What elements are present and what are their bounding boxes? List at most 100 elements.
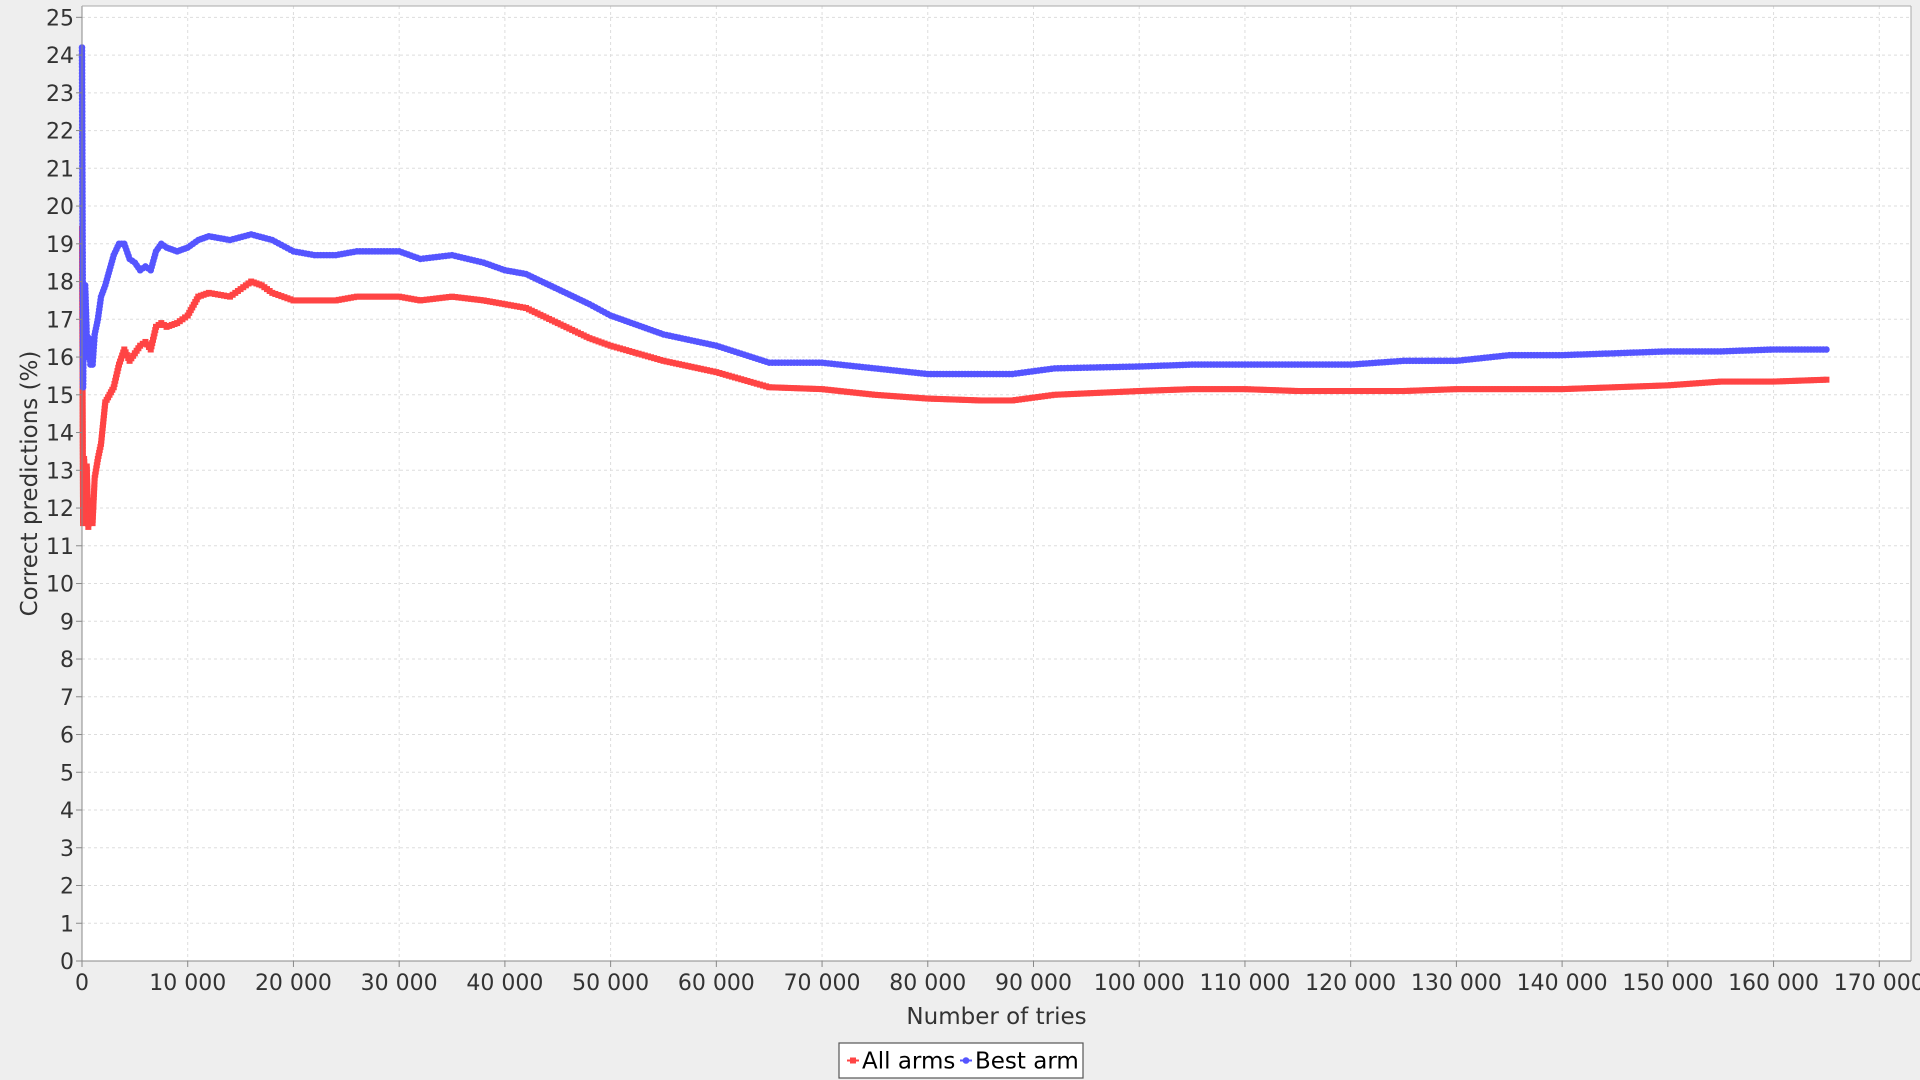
data-point bbox=[101, 405, 108, 412]
data-point bbox=[275, 292, 282, 299]
data-point bbox=[1307, 388, 1314, 395]
data-point bbox=[921, 395, 928, 402]
data-point bbox=[516, 303, 523, 310]
data-point bbox=[90, 503, 97, 510]
data-point bbox=[1602, 384, 1609, 391]
data-point bbox=[1627, 383, 1634, 390]
data-point bbox=[682, 362, 689, 369]
y-tick-label: 11 bbox=[46, 535, 74, 560]
data-point bbox=[1590, 385, 1597, 392]
data-point bbox=[1304, 388, 1311, 395]
data-point bbox=[338, 296, 345, 303]
data-point bbox=[759, 382, 766, 389]
data-point bbox=[1540, 386, 1547, 393]
data-point bbox=[663, 358, 670, 365]
data-point bbox=[94, 459, 101, 466]
data-point bbox=[1823, 376, 1830, 383]
data-point bbox=[1599, 384, 1606, 391]
x-tick-label: 50 000 bbox=[572, 971, 649, 996]
data-point bbox=[1565, 385, 1572, 392]
data-point bbox=[91, 487, 98, 494]
data-point bbox=[452, 294, 459, 301]
data-point bbox=[769, 384, 776, 391]
data-point bbox=[83, 466, 90, 473]
data-point bbox=[1201, 386, 1208, 393]
data-point bbox=[208, 290, 215, 297]
y-axis-title: Correct predictions (%) bbox=[17, 351, 43, 617]
data-point bbox=[853, 389, 860, 396]
data-point bbox=[79, 420, 86, 427]
data-point bbox=[1506, 386, 1513, 393]
data-point bbox=[341, 295, 348, 302]
data-point bbox=[843, 388, 850, 395]
data-point bbox=[84, 482, 91, 489]
data-point bbox=[323, 297, 330, 304]
data-point bbox=[84, 485, 91, 492]
data-point bbox=[149, 340, 156, 347]
data-point bbox=[344, 295, 351, 302]
data-point bbox=[1465, 386, 1472, 393]
data-point bbox=[439, 294, 446, 301]
data-point bbox=[1450, 386, 1457, 393]
data-point bbox=[1770, 378, 1777, 385]
data-point bbox=[112, 377, 119, 384]
data-point bbox=[390, 293, 397, 300]
data-point bbox=[1549, 386, 1556, 393]
data-point bbox=[865, 391, 872, 398]
data-point bbox=[1761, 378, 1768, 385]
data-point bbox=[1028, 394, 1035, 401]
data-point bbox=[859, 390, 866, 397]
data-point bbox=[79, 446, 86, 453]
data-point bbox=[1783, 378, 1789, 385]
data-point bbox=[763, 383, 770, 390]
data-point bbox=[93, 462, 100, 469]
y-tick-label: 1 bbox=[60, 912, 74, 937]
data-point bbox=[486, 298, 493, 305]
data-point bbox=[117, 358, 124, 365]
data-point bbox=[871, 391, 878, 398]
data-point bbox=[772, 384, 779, 391]
data-point bbox=[1820, 376, 1827, 383]
data-point bbox=[1154, 387, 1161, 394]
data-point bbox=[1583, 385, 1590, 392]
data-point bbox=[211, 290, 218, 297]
data-point bbox=[850, 389, 857, 396]
data-point bbox=[80, 497, 87, 504]
data-point bbox=[1251, 386, 1258, 393]
legend-item-all-arms: All arms bbox=[847, 1049, 955, 1075]
data-point bbox=[1521, 386, 1528, 393]
data-point bbox=[750, 379, 757, 386]
data-point bbox=[704, 367, 711, 374]
data-point bbox=[1739, 378, 1746, 385]
data-point bbox=[660, 357, 667, 364]
data-point bbox=[744, 378, 751, 385]
data-point bbox=[1391, 388, 1398, 395]
data-point bbox=[281, 294, 288, 301]
data-point bbox=[79, 452, 86, 459]
data-point bbox=[1182, 386, 1189, 393]
data-point bbox=[949, 396, 956, 403]
data-point bbox=[405, 295, 412, 302]
data-point bbox=[1400, 388, 1407, 395]
data-point bbox=[595, 338, 602, 345]
data-point bbox=[1767, 378, 1774, 385]
data-point bbox=[787, 385, 794, 392]
data-point bbox=[89, 520, 96, 527]
data-point bbox=[1266, 387, 1273, 394]
data-point bbox=[999, 397, 1006, 404]
data-point bbox=[791, 385, 798, 392]
data-point bbox=[651, 355, 658, 362]
data-point bbox=[1817, 376, 1824, 383]
data-point bbox=[1301, 388, 1308, 395]
data-point bbox=[1058, 391, 1065, 398]
data-point bbox=[794, 385, 801, 392]
y-tick-label: 16 bbox=[46, 346, 74, 371]
data-point bbox=[1338, 388, 1345, 395]
data-point bbox=[1148, 387, 1155, 394]
data-point bbox=[1195, 386, 1202, 393]
series-markers bbox=[78, 44, 1830, 391]
data-point bbox=[84, 479, 91, 486]
data-point bbox=[332, 297, 339, 304]
data-point bbox=[1369, 388, 1376, 395]
data-point bbox=[501, 301, 508, 308]
